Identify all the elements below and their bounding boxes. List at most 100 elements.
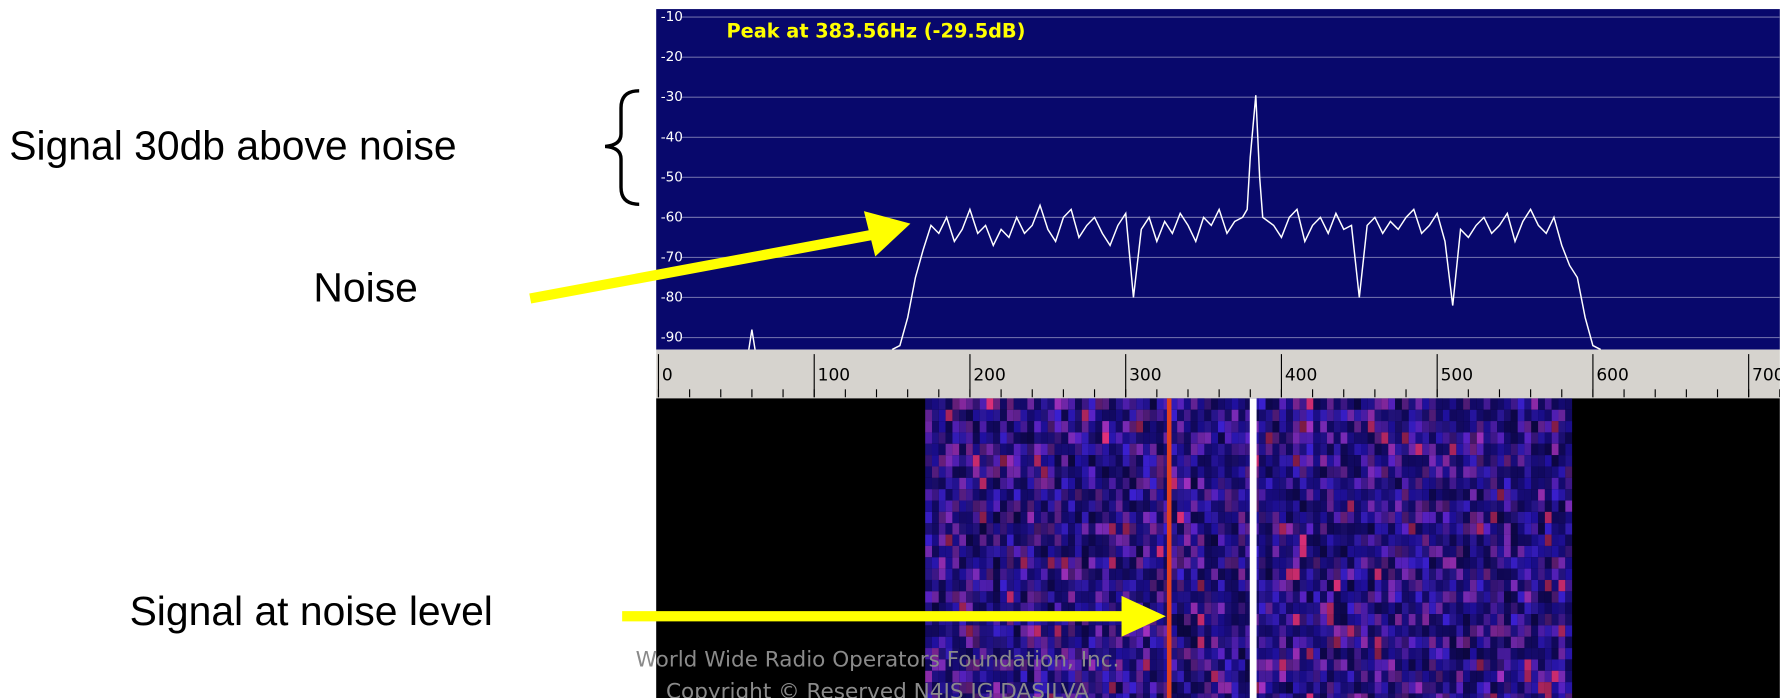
waterfall-pixel	[1272, 670, 1280, 683]
waterfall-pixel	[1054, 659, 1062, 671]
waterfall-pixel	[1354, 523, 1362, 535]
waterfall-pixel	[952, 443, 960, 456]
waterfall-pixel	[938, 477, 946, 490]
waterfall-pixel	[1456, 659, 1464, 671]
waterfall-pixel	[1122, 557, 1130, 569]
waterfall-pixel	[1524, 693, 1532, 698]
waterfall-pixel	[966, 500, 973, 512]
waterfall-pixel	[1333, 545, 1341, 558]
waterfall-pixel	[1381, 625, 1389, 637]
waterfall-pixel	[1088, 477, 1096, 490]
waterfall-pixel	[1449, 466, 1457, 478]
waterfall-pixel	[1538, 636, 1545, 649]
waterfall-pixel	[1490, 579, 1498, 592]
waterfall-pixel	[1279, 670, 1287, 683]
waterfall-pixel	[1074, 511, 1082, 524]
waterfall-strong-signal	[1249, 398, 1257, 698]
waterfall-pixel	[1286, 579, 1293, 592]
waterfall-pixel	[1136, 500, 1144, 512]
waterfall-pixel	[1190, 614, 1198, 626]
waterfall-pixel	[1517, 398, 1525, 410]
waterfall-pixel	[986, 579, 994, 592]
waterfall-pixel	[1497, 625, 1505, 637]
waterfall-pixel	[1456, 421, 1464, 433]
waterfall-pixel	[1245, 534, 1253, 546]
waterfall-pixel	[1395, 545, 1402, 558]
waterfall-pixel	[931, 682, 939, 694]
waterfall-pixel	[986, 511, 994, 524]
waterfall-pixel	[1395, 534, 1402, 546]
waterfall-pixel	[1102, 523, 1110, 535]
waterfall-pixel	[1129, 579, 1137, 592]
waterfall-pixel	[1292, 591, 1300, 603]
waterfall-pixel	[1367, 523, 1375, 535]
waterfall-pixel	[1544, 409, 1552, 422]
waterfall-pixel	[952, 398, 960, 410]
waterfall-pixel	[979, 693, 987, 698]
waterfall-pixel	[1292, 523, 1300, 535]
waterfall-pixel	[1490, 443, 1498, 456]
waterfall-pixel	[1136, 670, 1144, 683]
waterfall-pixel	[986, 398, 994, 410]
waterfall-pixel	[1333, 659, 1341, 671]
waterfall-pixel	[1204, 659, 1212, 671]
waterfall-pixel	[1538, 432, 1545, 444]
waterfall-pixel	[1265, 625, 1273, 637]
waterfall-pixel	[1517, 682, 1525, 694]
waterfall-pixel	[1102, 648, 1110, 660]
waterfall-pixel	[1054, 455, 1062, 467]
waterfall-pixel	[1006, 670, 1014, 683]
waterfall-pixel	[1047, 670, 1055, 683]
waterfall-pixel	[1531, 398, 1539, 410]
waterfall-pixel	[1422, 579, 1430, 592]
waterfall-pixel	[1129, 670, 1137, 683]
waterfall-pixel	[1442, 398, 1450, 410]
waterfall-pixel	[1442, 614, 1450, 626]
waterfall-pixel	[1517, 625, 1525, 637]
waterfall-pixel	[1006, 568, 1014, 580]
waterfall-pixel	[1565, 455, 1573, 467]
waterfall-pixel	[993, 568, 1001, 580]
waterfall-pixel	[1361, 443, 1368, 456]
waterfall-pixel	[1374, 534, 1382, 546]
waterfall-pixel	[1442, 421, 1450, 433]
waterfall-pixel	[1136, 659, 1144, 671]
waterfall-pixel	[1061, 659, 1069, 671]
waterfall-pixel	[1469, 534, 1477, 546]
waterfall-pixel	[1313, 568, 1321, 580]
waterfall-pixel	[1156, 511, 1164, 524]
waterfall-pixel	[1279, 625, 1287, 637]
waterfall-pixel	[952, 455, 960, 467]
waterfall-pixel	[1000, 466, 1007, 478]
waterfall-pixel	[938, 636, 946, 649]
waterfall-pixel	[1347, 670, 1355, 683]
waterfall-pixel	[1238, 466, 1246, 478]
waterfall-pixel	[1401, 443, 1409, 456]
waterfall-pixel	[1040, 602, 1048, 615]
waterfall-pixel	[1197, 614, 1205, 626]
waterfall-pixel	[1129, 648, 1137, 660]
waterfall-pixel	[1218, 659, 1225, 671]
waterfall-pixel	[1095, 511, 1103, 524]
waterfall-pixel	[1326, 602, 1334, 615]
waterfall-pixel	[1367, 568, 1375, 580]
waterfall-pixel	[1027, 432, 1035, 444]
waterfall-pixel	[1068, 409, 1075, 422]
waterfall-pixel	[1279, 398, 1287, 410]
waterfall-pixel	[1531, 545, 1539, 558]
waterfall-pixel	[1531, 648, 1539, 660]
waterfall-pixel	[1565, 568, 1573, 580]
waterfall-pixel	[931, 670, 939, 683]
waterfall-pixel	[1197, 398, 1205, 410]
waterfall-pixel	[959, 636, 967, 649]
waterfall-pixel	[1272, 477, 1280, 490]
waterfall-pixel	[1177, 455, 1184, 467]
waterfall-pixel	[1415, 500, 1423, 512]
waterfall-pixel	[1143, 579, 1150, 592]
waterfall-pixel	[1183, 477, 1191, 490]
waterfall-pixel	[1224, 693, 1232, 698]
waterfall-pixel	[1211, 443, 1219, 456]
waterfall-pixel	[938, 500, 946, 512]
waterfall-pixel	[1565, 591, 1573, 603]
waterfall-pixel	[1190, 432, 1198, 444]
